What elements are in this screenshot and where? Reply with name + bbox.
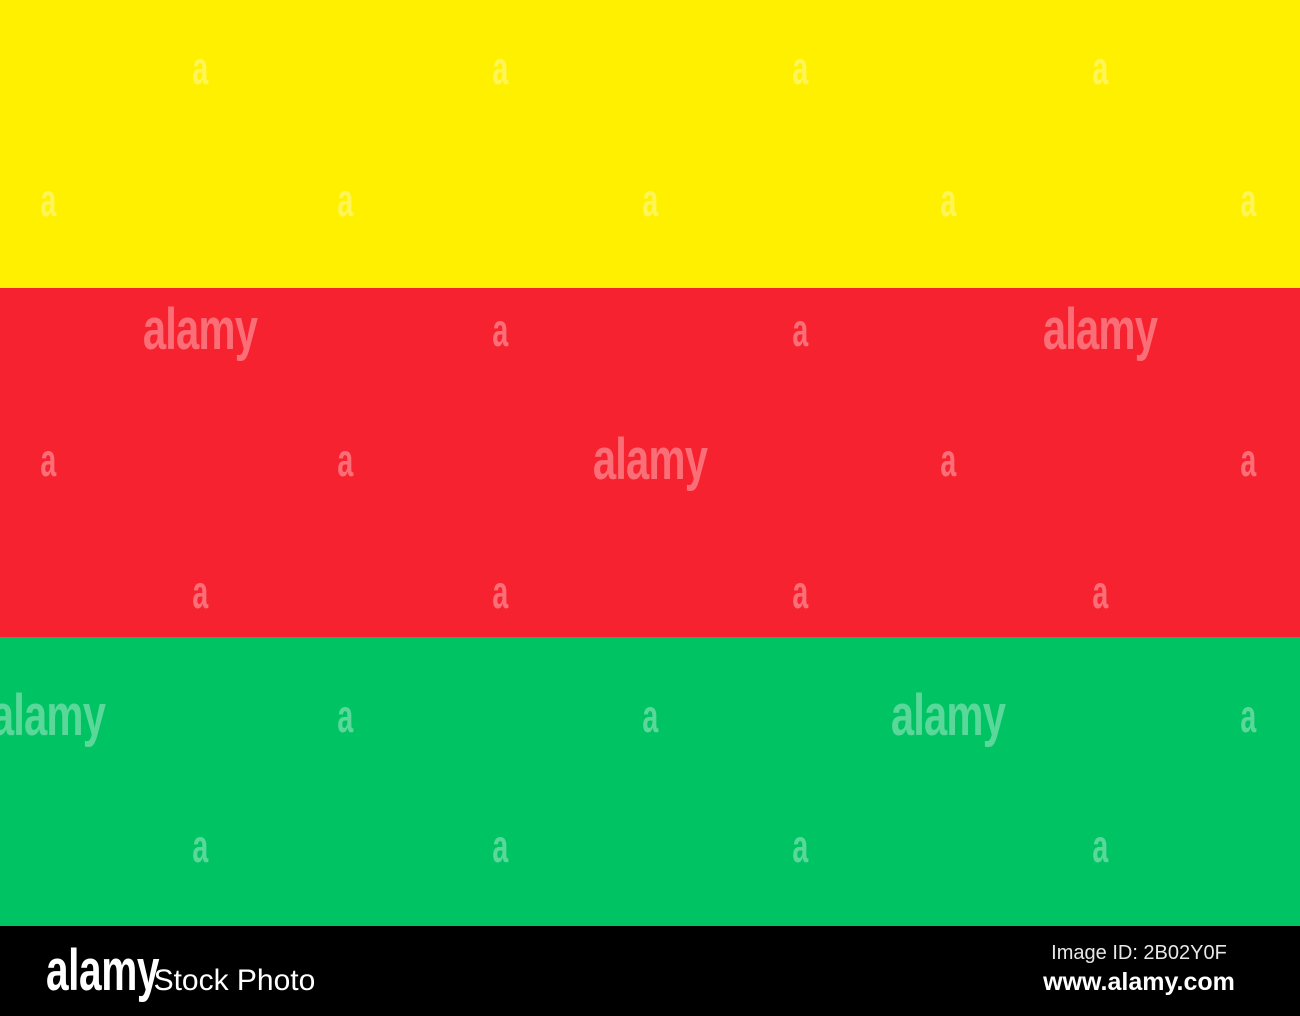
flag-image: a a a a a a a a a alamy a a alamy a a alamy a a a a a a alamy a… (0, 0, 1300, 926)
footer-tagline: Stock Photo (153, 964, 316, 997)
image-id-label: Image ID: 2B02Y0F (1051, 942, 1227, 964)
red-stripe (0, 288, 1300, 637)
yellow-stripe (0, 0, 1300, 288)
website-url[interactable]: www.alamy.com (1043, 968, 1235, 996)
footer-branding: alamy Stock Photo (46, 942, 383, 1000)
footer-image-meta: Image ID: 2B02Y0F www.alamy.com (1014, 940, 1264, 998)
footer-bar: alamy Stock Photo Image ID: 2B02Y0F www.… (0, 926, 1300, 1016)
alamy-logo[interactable]: alamy (46, 938, 160, 1003)
green-stripe (0, 637, 1300, 926)
